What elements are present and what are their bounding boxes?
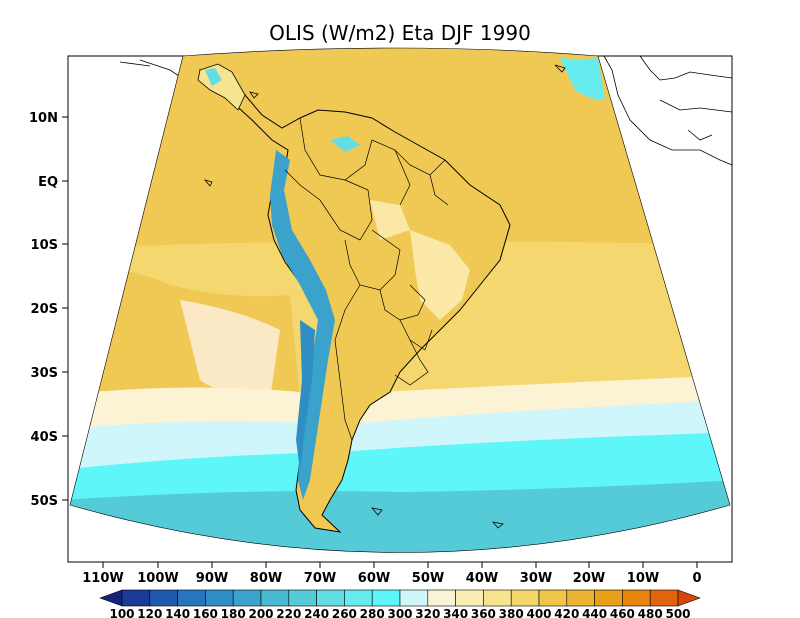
land-brazil-highlands — [410, 230, 470, 320]
colorbar-tick-label: 280 — [360, 607, 385, 618]
andes-band — [270, 150, 335, 500]
colorbar-segment — [205, 589, 234, 607]
field-north-atlantic — [560, 58, 605, 100]
lat-label-20S: 20S — [31, 302, 58, 317]
colorbar-segment — [594, 589, 623, 607]
lon-label-70W: 70W — [304, 571, 336, 586]
islands — [203, 64, 566, 529]
colorbar-tick-label: 460 — [610, 607, 635, 618]
country-borders — [284, 117, 449, 441]
colorbar-segment — [510, 589, 540, 607]
lon-label-80W: 80W — [250, 571, 282, 586]
field-cream-west — [180, 300, 280, 400]
colorbar-tick-label: 440 — [582, 607, 607, 618]
lat-label-30S: 30S — [31, 366, 58, 381]
lat-label-10S: 10S — [31, 238, 58, 253]
domain-boundary — [69, 47, 731, 553]
colorbar-tick-label: 340 — [443, 607, 468, 618]
colorbar-tick-label: 160 — [193, 607, 218, 618]
colorbar-tick-label: 400 — [526, 607, 551, 618]
colorbar-segment — [455, 589, 484, 607]
colorbar-tick-label: 180 — [221, 607, 246, 618]
colorbar-segment — [260, 589, 290, 607]
colorbar-segment — [232, 589, 262, 607]
lon-label-50W: 50W — [412, 571, 444, 586]
lat-label-10N: 10N — [29, 111, 58, 126]
colorbar-segment — [399, 589, 429, 607]
colorbar-segments — [99, 589, 701, 607]
land-central-light — [370, 200, 410, 240]
lon-label-110W: 110W — [82, 571, 123, 586]
colorbar-tick-label: 500 — [665, 607, 690, 618]
central-america-cloud — [205, 68, 222, 86]
colorbar-tick-label: 220 — [276, 607, 301, 618]
colorbar-arrow-left — [99, 589, 123, 607]
lat-label-40S: 40S — [31, 430, 58, 445]
colorbar-segment — [288, 589, 317, 607]
colorbar-tick-label: 320 — [415, 607, 440, 618]
field-blue — [70, 480, 730, 553]
lon-label-40W: 40W — [466, 571, 498, 586]
lon-label-20W: 20W — [573, 571, 605, 586]
lon-label-10W: 10W — [627, 571, 659, 586]
lon-label-90W: 90W — [196, 571, 228, 586]
colorbar-tick-label: 420 — [554, 607, 579, 618]
outside-coastlines — [119, 55, 733, 166]
colorbar-segment — [149, 589, 178, 607]
olr-field — [70, 48, 730, 553]
colorbar-segment — [121, 589, 151, 607]
colorbar-segment — [483, 589, 512, 607]
colorbar-segment — [344, 589, 373, 607]
lon-label-60W: 60W — [358, 571, 390, 586]
colorbar-segment — [566, 589, 595, 607]
plot-title: OLIS (W/m2) Eta DJF 1990 — [269, 21, 531, 45]
colorbar-tick-label: 480 — [638, 607, 663, 618]
colorbar-segment — [427, 589, 456, 607]
andes-core — [296, 320, 315, 470]
lon-label-0: 0 — [692, 571, 701, 586]
venezuela-cloud — [330, 136, 360, 152]
colorbar-segment — [649, 589, 679, 607]
lon-label-100W: 100W — [137, 571, 178, 586]
colorbar-labels: 100 120 140 160 180 200 220 240 260 280 300 320 340 3… — [109, 607, 690, 618]
colorbar-segment — [316, 589, 345, 607]
colorbar-tick-label: 360 — [471, 607, 496, 618]
colorbar-arrow-right — [677, 589, 701, 607]
colorbar-tick-label: 200 — [248, 607, 273, 618]
colorbar-tick-label: 120 — [137, 607, 162, 618]
colorbar-tick-label: 260 — [332, 607, 357, 618]
colorbar-tick-label: 140 — [165, 607, 190, 618]
colorbar-tick-label: 380 — [499, 607, 524, 618]
colorbar-segment — [622, 589, 651, 607]
colorbar-segment — [538, 589, 568, 607]
colorbar-segment — [371, 589, 401, 607]
colorbar: 100 120 140 160 180 200 220 240 260 280 300 320 340 3… — [99, 589, 701, 618]
colorbar-tick-label: 240 — [304, 607, 329, 618]
colorbar-segment — [177, 589, 206, 607]
colorbar-tick-label: 300 — [387, 607, 412, 618]
lat-axis: 10N EQ 10S 20S 30S 40S 50S — [29, 111, 68, 509]
colorbar-tick-label: 100 — [109, 607, 134, 618]
lon-axis: 110W 100W 90W 80W 70W 60W 50W 40W 30W 20… — [82, 562, 702, 586]
lat-label-EQ: EQ — [38, 175, 58, 190]
lat-label-50S: 50S — [31, 494, 58, 509]
lon-label-30W: 30W — [520, 571, 552, 586]
